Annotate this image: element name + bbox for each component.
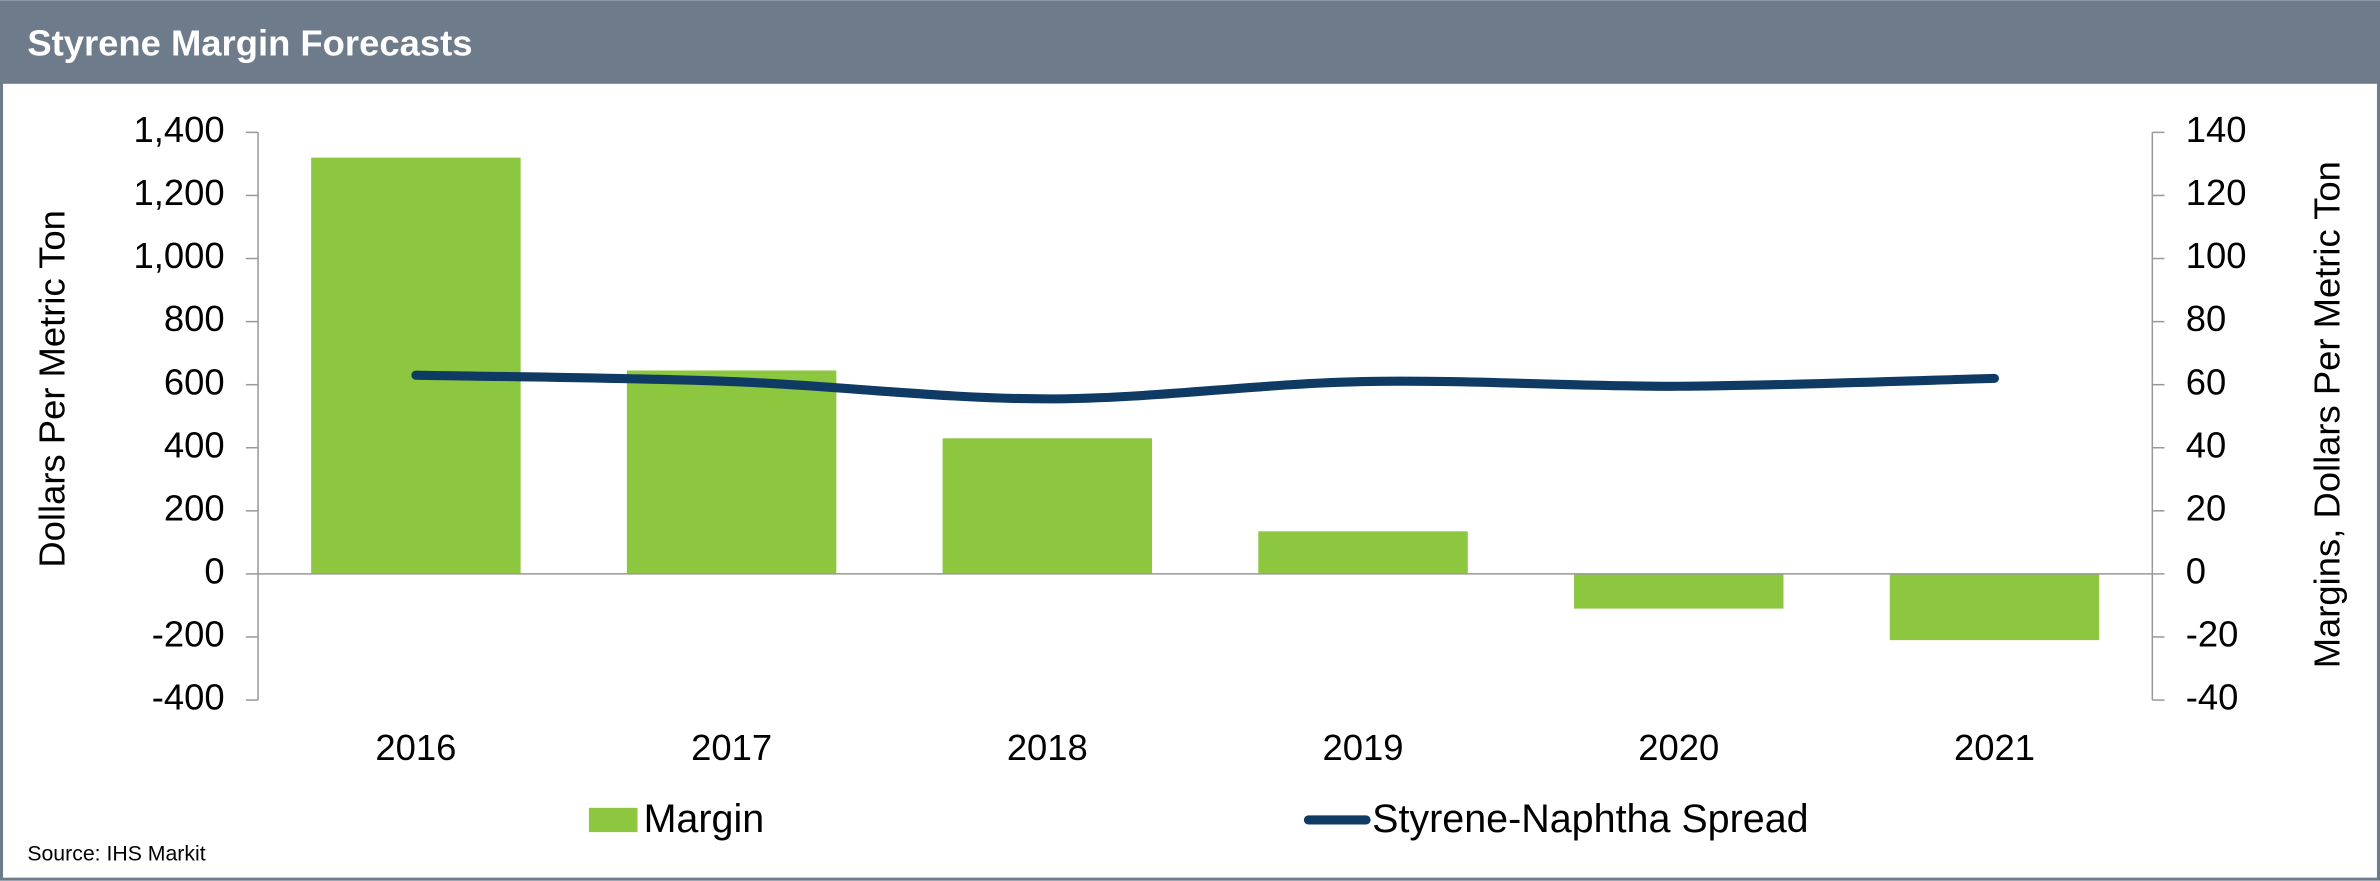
x-tick-label: 2020 bbox=[1638, 727, 1719, 768]
y-axis-title: Dollars Per Metric Ton bbox=[31, 210, 72, 567]
source: Source: IHS Markit bbox=[27, 841, 205, 865]
y-tick-label: 800 bbox=[164, 298, 225, 339]
y-tick-label: 600 bbox=[164, 361, 225, 402]
x-tick-label: 2016 bbox=[375, 727, 456, 768]
x-tick-label: 2017 bbox=[691, 727, 772, 768]
y2-tick-label: -40 bbox=[2186, 677, 2239, 718]
legend-swatch bbox=[588, 807, 638, 833]
y2-tick-label: 60 bbox=[2186, 361, 2227, 402]
y2-tick-label: 0 bbox=[2186, 551, 2206, 592]
y2-tick-label: 80 bbox=[2186, 298, 2227, 339]
legend-label: Margin bbox=[644, 797, 765, 841]
y2-axis-title: Margins, Dollars Per Metric Ton bbox=[2307, 161, 2348, 668]
y-tick-label: 1,200 bbox=[134, 172, 225, 213]
bar bbox=[311, 157, 521, 574]
bar bbox=[1258, 531, 1468, 574]
y2-tick-label: 140 bbox=[2186, 109, 2247, 150]
y-tick-label: 1,000 bbox=[134, 235, 225, 276]
y2-tick-label: 120 bbox=[2186, 172, 2247, 213]
line bbox=[411, 370, 2000, 404]
y-tick-label: 1,400 bbox=[134, 109, 225, 150]
y-tick-label: 200 bbox=[164, 487, 225, 528]
bar bbox=[626, 370, 837, 574]
y2-tick-label: 20 bbox=[2186, 487, 2227, 528]
chart-title: Styrene Margin Forecasts bbox=[27, 22, 472, 63]
header bbox=[0, 0, 2380, 84]
bar bbox=[942, 438, 1153, 574]
x-tick-label: 2018 bbox=[1007, 727, 1088, 768]
bar bbox=[1574, 573, 1784, 609]
x-tick-label: 2021 bbox=[1954, 727, 2035, 768]
y-tick-label: 0 bbox=[204, 551, 224, 592]
y-tick-label: 400 bbox=[164, 424, 225, 465]
x-tick-label: 2019 bbox=[1323, 727, 1404, 768]
y-tick-label: -400 bbox=[152, 677, 225, 718]
y2-tick-label: 40 bbox=[2186, 424, 2227, 465]
y2-tick-label: 100 bbox=[2186, 235, 2247, 276]
y-tick-label: -200 bbox=[152, 614, 225, 655]
legend-label: Styrene-Naphtha Spread bbox=[1372, 797, 1808, 841]
y2-tick-label: -20 bbox=[2186, 614, 2239, 655]
bar bbox=[1889, 573, 2100, 641]
